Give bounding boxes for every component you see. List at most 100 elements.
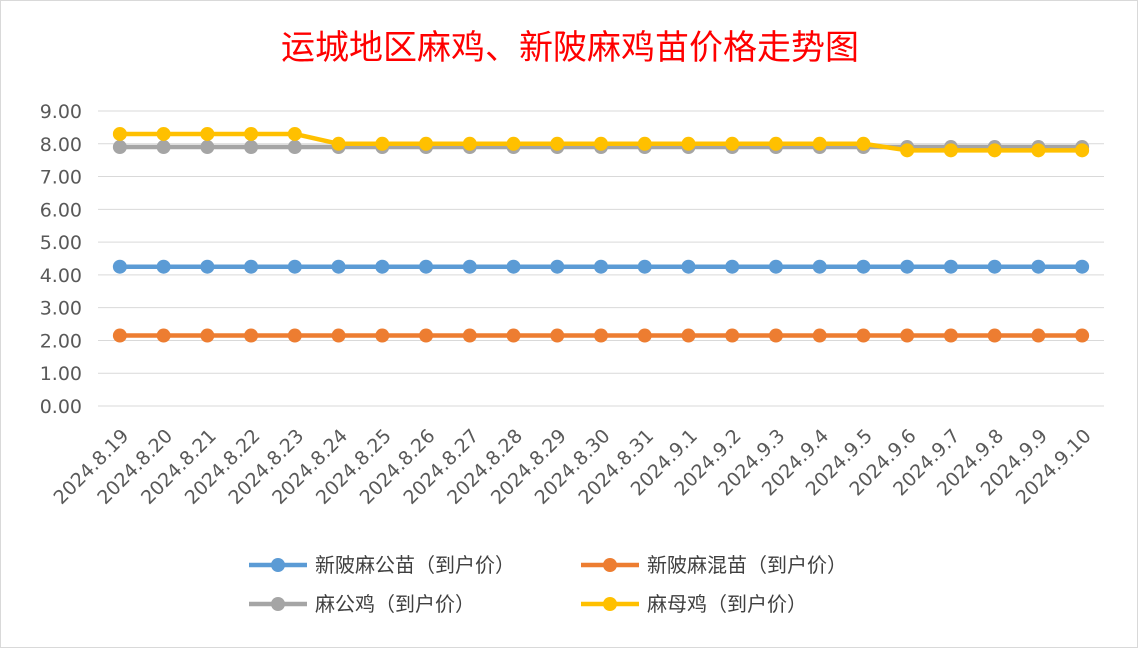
data-point bbox=[1031, 143, 1046, 158]
data-point bbox=[594, 136, 608, 151]
data-point bbox=[1075, 328, 1090, 343]
y-tick-label: 9.00 bbox=[40, 101, 82, 123]
data-point bbox=[331, 328, 346, 343]
legend-item: 新陂麻混苗（到户价） bbox=[581, 553, 847, 577]
y-tick-label: 3.00 bbox=[40, 298, 82, 320]
legend-label: 新陂麻公苗（到户价） bbox=[315, 553, 515, 577]
data-point bbox=[900, 259, 915, 274]
data-point bbox=[768, 136, 783, 151]
data-point bbox=[856, 136, 871, 151]
data-point bbox=[550, 136, 565, 151]
data-point bbox=[244, 259, 259, 274]
y-tick-label: 1.00 bbox=[40, 363, 82, 385]
data-point bbox=[244, 140, 259, 155]
data-point bbox=[900, 143, 915, 158]
chart-title: 运城地区麻鸡、新陂麻鸡苗价格走势图 bbox=[281, 28, 859, 68]
data-point bbox=[943, 259, 958, 274]
data-point bbox=[287, 328, 302, 343]
data-point bbox=[112, 328, 127, 343]
data-point bbox=[637, 259, 652, 274]
data-point bbox=[419, 259, 434, 274]
y-tick-label: 0.00 bbox=[40, 396, 82, 418]
data-point bbox=[1031, 259, 1046, 274]
data-point bbox=[331, 136, 346, 151]
data-point bbox=[943, 328, 958, 343]
data-point bbox=[594, 328, 608, 343]
data-point bbox=[768, 259, 783, 274]
data-point bbox=[156, 140, 171, 155]
data-point bbox=[506, 136, 521, 151]
legend-item: 新陂麻公苗（到户价） bbox=[249, 553, 515, 577]
legend-label: 麻母鸡（到户价） bbox=[647, 592, 807, 616]
data-point bbox=[375, 328, 390, 343]
data-point bbox=[287, 259, 302, 274]
series-1 bbox=[112, 259, 1090, 274]
data-point bbox=[462, 136, 477, 151]
data-point bbox=[200, 126, 215, 141]
legend-marker bbox=[603, 597, 617, 611]
data-point bbox=[637, 328, 652, 343]
data-point bbox=[244, 126, 259, 141]
data-point bbox=[419, 136, 434, 151]
data-point bbox=[900, 328, 915, 343]
data-point bbox=[112, 140, 127, 155]
data-point bbox=[1075, 143, 1090, 158]
y-tick-label: 8.00 bbox=[40, 134, 82, 156]
data-point bbox=[987, 259, 1002, 274]
legend: 新陂麻公苗（到户价） 新陂麻混苗（到户价） 麻公鸡（到户价） 麻母鸡（到户价） bbox=[249, 553, 847, 616]
y-tick-label: 7.00 bbox=[40, 167, 82, 189]
data-point bbox=[987, 143, 1002, 158]
x-axis-ticks: 2024.8.192024.8.202024.8.212024.8.222024… bbox=[49, 425, 1095, 509]
legend-item: 麻公鸡（到户价） bbox=[249, 592, 475, 616]
data-point bbox=[856, 259, 871, 274]
data-point bbox=[156, 328, 171, 343]
data-point bbox=[506, 259, 521, 274]
data-point bbox=[725, 259, 740, 274]
data-point bbox=[637, 136, 652, 151]
data-point bbox=[156, 259, 171, 274]
data-point bbox=[331, 259, 346, 274]
data-point bbox=[200, 328, 215, 343]
y-tick-label: 5.00 bbox=[40, 232, 82, 254]
data-point bbox=[112, 259, 127, 274]
data-point bbox=[287, 140, 302, 155]
y-tick-label: 2.00 bbox=[40, 330, 82, 352]
data-point bbox=[419, 328, 434, 343]
y-axis-ticks: 0.00 1.00 2.00 3.00 4.00 5.00 6.00 7.00 8.00 9.00 bbox=[40, 101, 82, 418]
data-point bbox=[594, 259, 608, 274]
series-4 bbox=[112, 126, 1090, 158]
data-point bbox=[550, 259, 565, 274]
data-point bbox=[681, 328, 696, 343]
data-point bbox=[200, 140, 215, 155]
series-lines bbox=[112, 126, 1090, 343]
legend-item: 麻母鸡（到户价） bbox=[581, 592, 807, 616]
data-point bbox=[812, 328, 827, 343]
data-point bbox=[200, 259, 215, 274]
data-point bbox=[462, 259, 477, 274]
data-point bbox=[725, 136, 740, 151]
legend-label: 新陂麻混苗（到户价） bbox=[647, 553, 847, 577]
series-2 bbox=[112, 328, 1090, 343]
y-tick-label: 6.00 bbox=[40, 199, 82, 221]
data-point bbox=[812, 136, 827, 151]
data-point bbox=[725, 328, 740, 343]
data-point bbox=[681, 136, 696, 151]
data-point bbox=[768, 328, 783, 343]
y-tick-label: 4.00 bbox=[40, 265, 82, 287]
data-point bbox=[375, 259, 390, 274]
data-point bbox=[681, 259, 696, 274]
data-point bbox=[550, 328, 565, 343]
data-point bbox=[987, 328, 1002, 343]
data-point bbox=[943, 143, 958, 158]
data-point bbox=[156, 126, 171, 141]
data-point bbox=[244, 328, 259, 343]
data-point bbox=[287, 126, 302, 141]
data-point bbox=[1075, 259, 1090, 274]
legend-marker bbox=[271, 597, 285, 611]
data-point bbox=[856, 328, 871, 343]
data-point bbox=[112, 126, 127, 141]
data-point bbox=[1031, 328, 1046, 343]
legend-marker bbox=[603, 558, 617, 572]
